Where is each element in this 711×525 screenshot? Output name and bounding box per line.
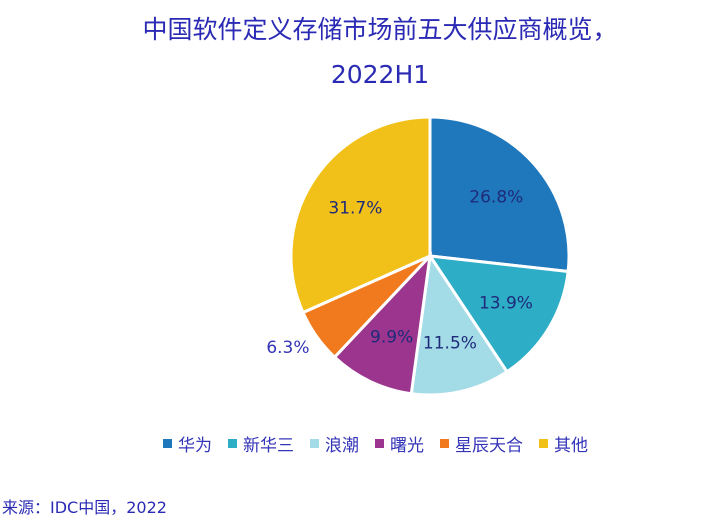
pie-slice-5 [289,115,432,315]
legend-label: 华为 [178,436,212,456]
legend-swatch [228,439,237,448]
legend-label: 星辰天合 [455,436,523,456]
legend-item: 星辰天合 [440,431,523,456]
pie-slice-1 [426,254,570,374]
chart-title: 中国软件定义存储市场前五大供应商概览， [142,15,618,44]
data-label-2: 11.5% [423,334,477,354]
legend-swatch [539,439,548,448]
pie-slice-3 [332,251,433,396]
legend-item: 华为 [163,431,212,456]
legend-label: 新华三 [243,436,294,456]
chart-subtitle: 2022H1 [330,60,430,89]
data-label-0: 26.8% [469,188,523,208]
data-label-5: 31.7% [328,199,382,219]
legend: 华为 新华三 浪潮 曙光 星辰天合 其他 [163,431,588,456]
legend-label: 曙光 [390,436,424,456]
legend-item: 其他 [539,431,588,456]
legend-swatch [440,439,449,448]
legend-swatch [163,439,172,448]
data-label-3: 9.9% [370,327,413,347]
data-label-4: 6.3% [266,338,309,358]
data-label-1: 13.9% [479,293,533,313]
legend-item: 浪潮 [310,431,359,456]
legend-label: 浪潮 [325,436,359,456]
legend-label: 其他 [554,436,588,456]
pie-slice-2 [409,251,510,397]
legend-swatch [375,439,384,448]
pie-slice-0 [428,115,571,274]
source-note: 来源：IDC中国，2022 [2,498,167,517]
legend-item: 新华三 [228,431,294,456]
legend-item: 曙光 [375,431,424,456]
legend-swatch [310,439,319,448]
